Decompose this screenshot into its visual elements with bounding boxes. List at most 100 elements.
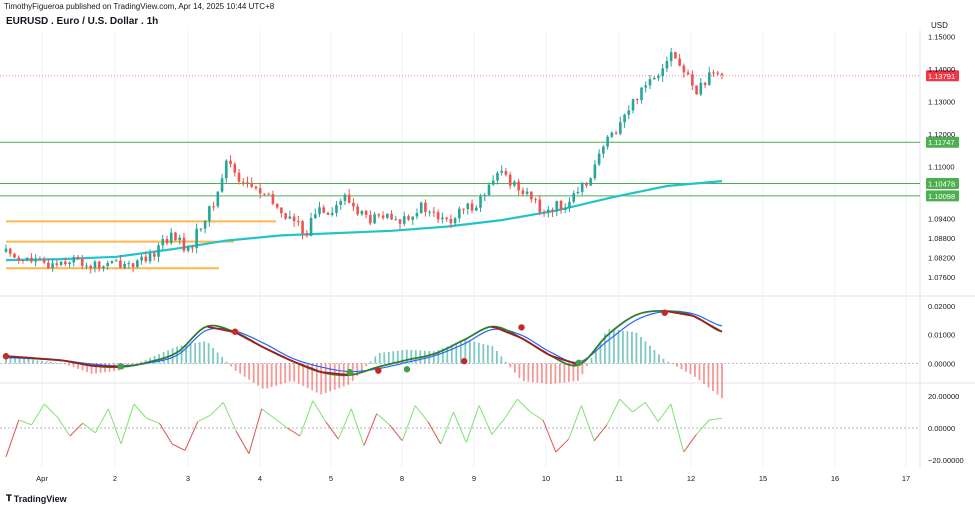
macd-histogram-bar [455,342,458,364]
candle-body [699,82,703,95]
candle-body [538,199,542,213]
candle-body [546,209,550,213]
candle-body [555,201,559,212]
candle-body [250,183,254,187]
candle-body [428,211,431,213]
candle-body [407,216,410,220]
macd-histogram-bar [378,352,381,364]
macd-histogram-bar [644,341,647,364]
macd-line-down-segment [63,359,68,363]
oscillator-segment [644,402,659,422]
candle-body [542,212,546,214]
candle-body [21,260,25,262]
candle-body [13,253,16,258]
candle-body [148,253,152,262]
candle-body [674,52,677,59]
macd-line-down-segment [678,312,683,315]
candle-body [267,193,270,195]
candle-body [161,239,165,246]
macd-cross-marker [661,309,668,316]
macd-histogram-bar [468,340,471,364]
oscillator-segment [491,418,506,435]
candle-body [30,257,33,262]
macd-histogram-bar [576,363,579,381]
macd-histogram-bar [554,363,557,384]
candle-body [174,232,177,241]
macd-histogram-bar [558,363,561,384]
macd-histogram-bar [9,355,12,364]
macd-histogram-bar [135,363,138,365]
macd-histogram-bar [63,363,66,365]
candle-body [470,203,474,211]
candle-body [390,213,393,220]
macd-histogram-bar [261,363,264,389]
candle-body [521,190,525,194]
oscillator-segment [478,405,493,435]
macd-histogram-bar [194,343,197,364]
candle-body [614,132,618,134]
oscillator-segment [619,398,633,413]
oscillator-segment [709,417,723,421]
macd-histogram-bar [387,351,390,364]
candle-body [373,214,376,224]
y-tick-label: 1.12000 [928,130,955,139]
macd-histogram-bar [104,363,106,373]
x-tick-label: 12 [687,474,695,483]
pane-separators [0,30,975,468]
macd-histogram-bar [356,363,359,377]
macd-histogram-bar [68,363,70,366]
macd-line-down-segment [293,360,298,364]
candle-body [55,263,59,265]
macd-line-down-segment [717,328,723,333]
candle-body [487,184,491,195]
oscillator-segment [657,403,672,422]
candle-body [254,186,258,189]
macd-line-down-segment [221,328,226,332]
candle-body [517,181,520,191]
candle-body [551,209,554,212]
macd-line-down-segment [512,333,518,338]
macd-histogram-bar [365,363,368,367]
candle-body [678,58,681,66]
candle-body [360,210,364,215]
brand-label: TradingView [13,493,67,504]
candle-body [572,193,576,202]
macd-histogram-bar [531,363,534,383]
candle-body [449,219,453,224]
macd-line-down-segment [685,313,690,317]
candle-body [627,110,631,115]
macd-histogram-bar [581,363,584,375]
candle-body [68,262,71,265]
y-tick-label: 1.09400 [928,215,955,224]
candle-body [585,182,588,186]
candle-body [191,247,194,249]
macd-histogram-bar [270,363,273,388]
y-tick-label: 1.07600 [928,273,955,282]
macd-line-down-segment [671,311,676,314]
candle-body [576,191,580,194]
oscillator-segment [350,408,365,446]
macd-histogram-bar [284,363,287,383]
candle-body [241,181,245,183]
candle-body [402,216,406,224]
macd-line-down-segment [304,364,309,369]
macd-histogram-bar [171,348,174,364]
macd-histogram-bar [216,352,219,364]
macd-line-down-segment [84,363,89,367]
candle-body [326,212,330,215]
macd-line-down-segment [271,350,277,355]
tradingview-brand[interactable]: 𝐓 TradingView [6,493,67,504]
y-tick-label: 0.00000 [928,424,955,433]
symbol-title[interactable]: EURUSD . Euro / U.S. Dollar . 1h [6,16,159,27]
candle-body [72,256,76,263]
candle-body [309,218,313,236]
macd-histogram-bar [396,350,399,364]
candle-body [563,208,567,210]
candle-body [462,208,465,210]
oscillator-segment [197,414,211,423]
macd-histogram-bar [545,363,548,384]
macd-line-down-segment [563,359,568,362]
candle-body [483,194,487,196]
candle-body [237,172,241,182]
